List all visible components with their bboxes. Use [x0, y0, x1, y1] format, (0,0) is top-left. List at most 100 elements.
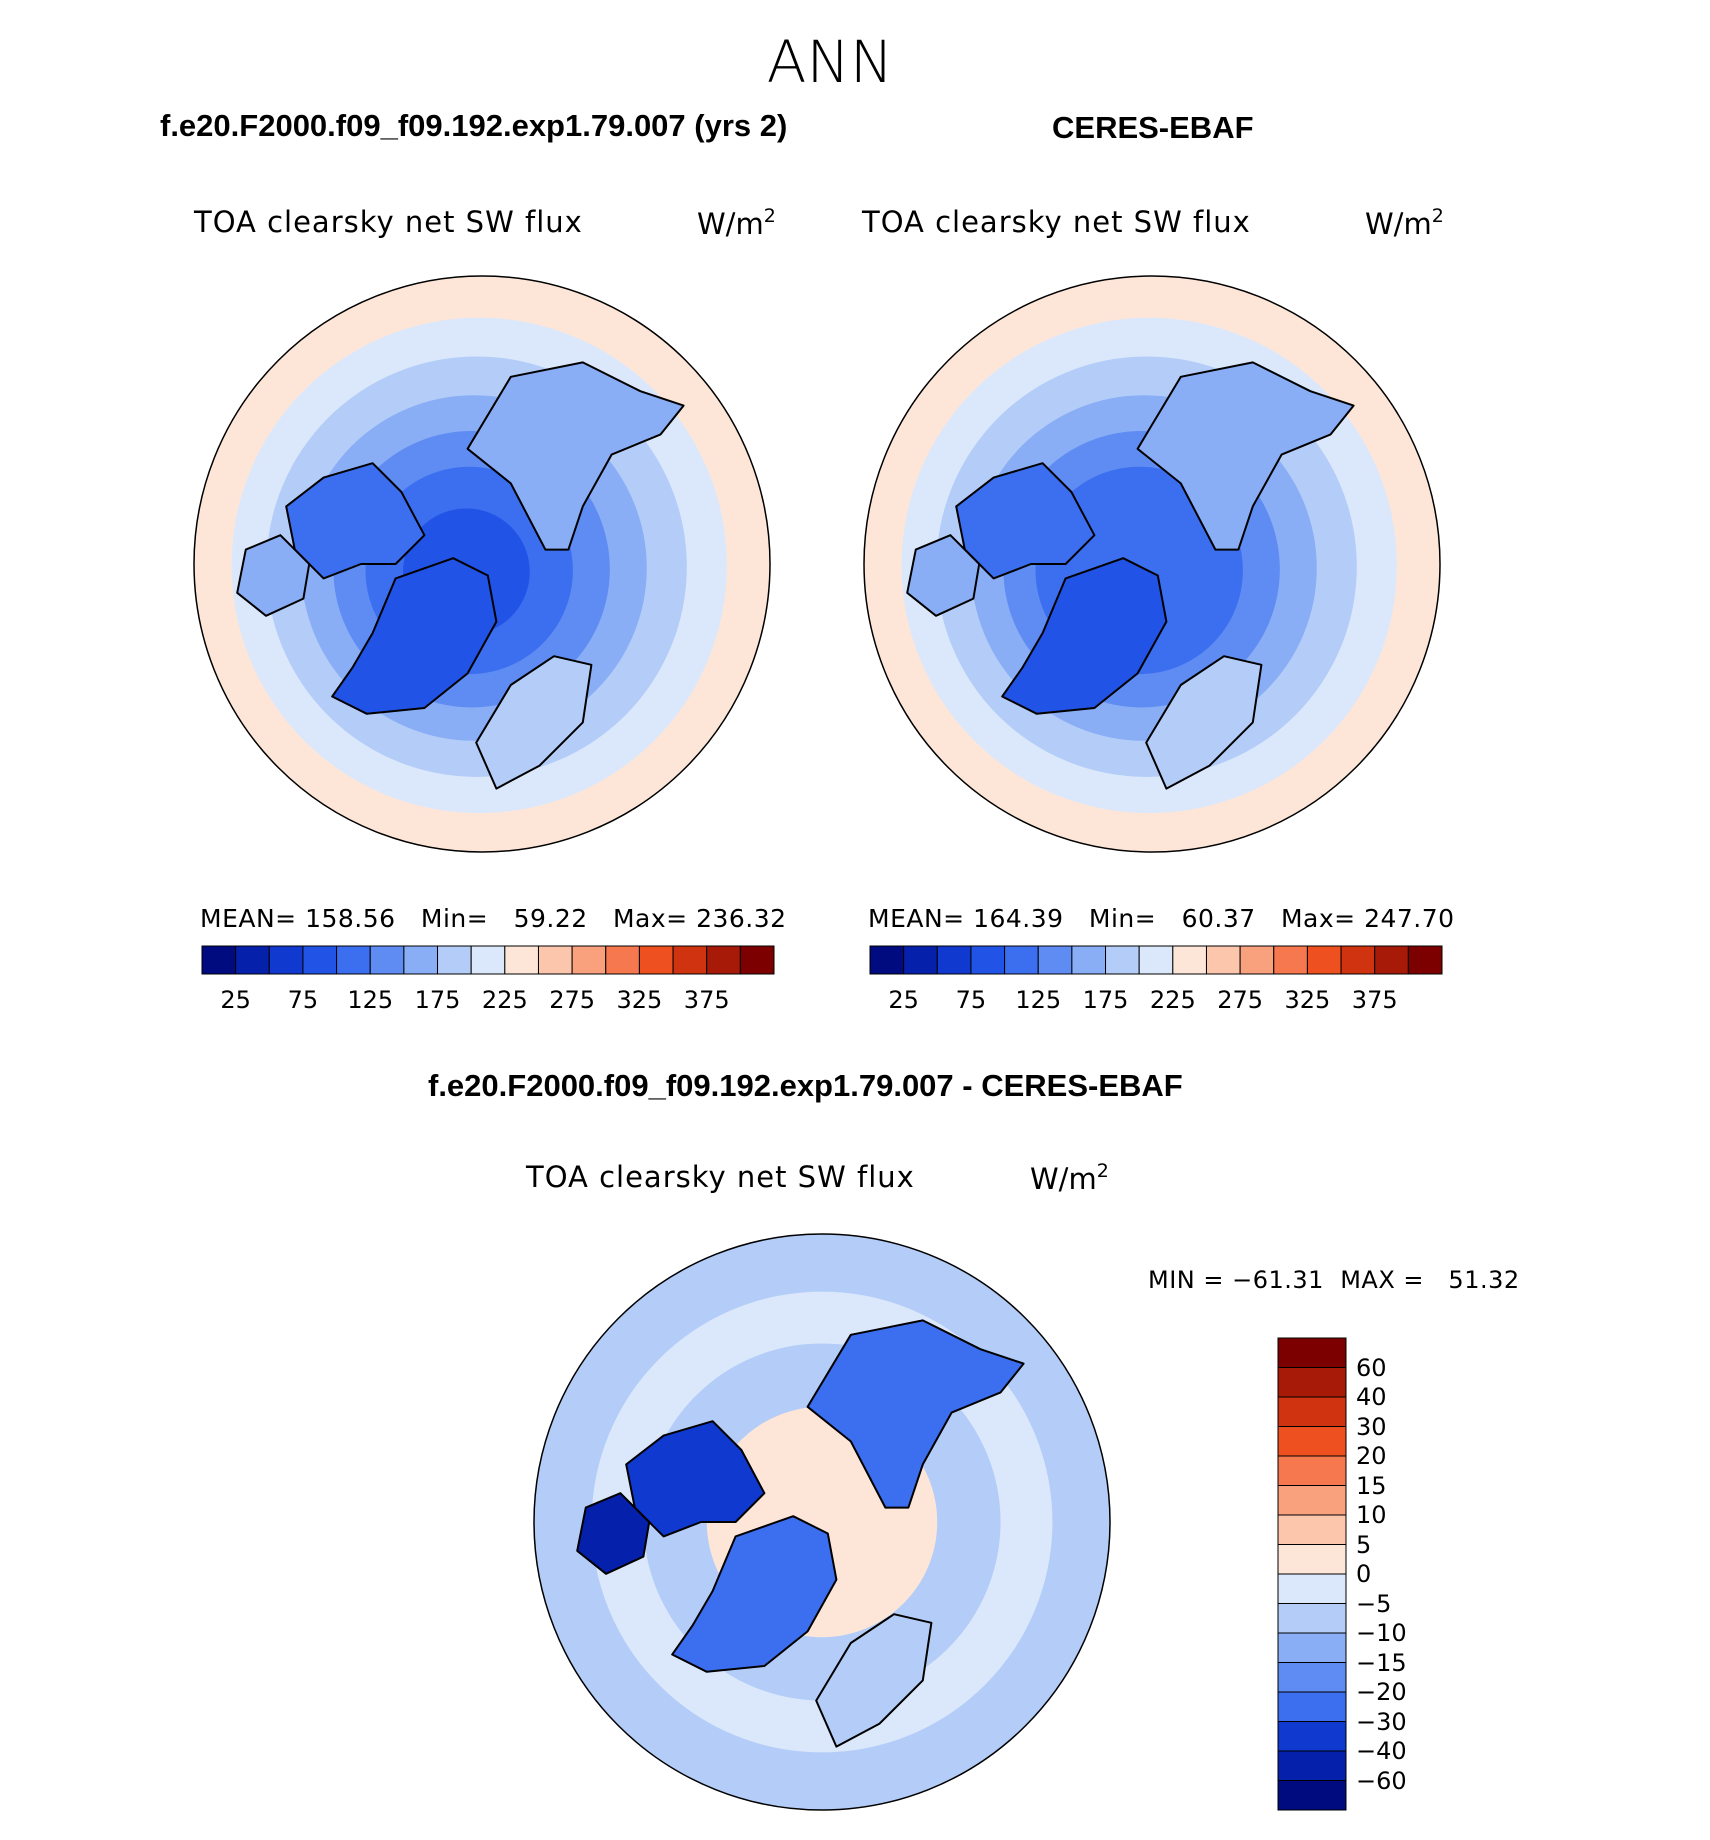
colorbar-tick-label: 175 — [1082, 986, 1129, 1014]
colorbar-swatch — [672, 945, 708, 975]
mean-value: 164.39 — [973, 904, 1064, 933]
colorbar-tick-label: 275 — [1217, 986, 1264, 1014]
panel-diff-variable: TOA clearsky net SW flux — [526, 1160, 915, 1194]
colorbar-tick-label: 275 — [549, 986, 596, 1014]
colorbar-swatch — [605, 945, 640, 975]
colorbar-swatch — [1306, 945, 1342, 975]
colorbar-swatch — [1004, 945, 1039, 975]
colorbar-swatch — [638, 945, 674, 975]
colorbar-swatch — [1273, 945, 1308, 975]
colorbar-tick-label: 0 — [1356, 1560, 1372, 1588]
panel-diff-units: W/m2 — [1030, 1160, 1109, 1196]
colorbar-tick-label: 40 — [1356, 1383, 1387, 1411]
map-outline — [863, 275, 1441, 853]
colorbar-swatch — [1277, 1544, 1347, 1575]
colorbar-swatch — [1407, 945, 1443, 975]
scandinavia-shape — [815, 1613, 933, 1748]
colorbar-tick-label: 125 — [1015, 986, 1062, 1014]
colorbar-swatch — [1277, 1632, 1347, 1663]
colorbar-swatch — [936, 945, 972, 975]
colorbar-tick-label: 225 — [1149, 986, 1196, 1014]
colorbar-tick-label: 175 — [414, 986, 461, 1014]
map-outline — [533, 1233, 1111, 1811]
colorbar-swatch — [1277, 1514, 1347, 1545]
colorbar-swatch — [504, 945, 539, 975]
colorbar-swatch — [1277, 1603, 1347, 1634]
colorbar-tick-label: 375 — [683, 986, 730, 1014]
scandinavia-shape — [1145, 655, 1263, 790]
colorbar-tick-label: 5 — [1356, 1530, 1372, 1559]
colorbar-swatch — [470, 945, 506, 975]
scandinavia-shape — [475, 655, 593, 790]
colorbar-swatch — [1037, 945, 1073, 975]
colorbar-swatch — [1277, 1662, 1347, 1693]
colorbar-swatch — [706, 945, 741, 975]
colorbar-tick-label: −20 — [1356, 1678, 1407, 1706]
panel-obs-stats: MEAN= 164.39 Min= 60.37 Max= 247.70 — [868, 904, 1455, 933]
arctic-archipelago-shape — [625, 1420, 766, 1538]
colorbar-swatch — [1277, 1750, 1347, 1781]
colorbar-swatch — [201, 945, 237, 975]
colorbar-swatch — [403, 945, 439, 975]
panel-model-units: W/m2 — [697, 205, 776, 241]
page-title: ANN — [766, 28, 894, 96]
colorbar-swatch — [1374, 945, 1409, 975]
colorbar-tick-label: 75 — [955, 986, 987, 1014]
colorbar-tick-label: 225 — [481, 986, 528, 1014]
map-difference — [533, 1233, 1111, 1811]
siberia-shape — [1136, 361, 1355, 551]
arctic-archipelago-shape — [285, 462, 426, 580]
colorbar-swatch — [1277, 1691, 1347, 1722]
min-value: 60.37 — [1181, 904, 1256, 933]
greenland-shape — [331, 557, 498, 715]
colorbar-swatch — [235, 945, 270, 975]
min-value: −61.31 — [1232, 1266, 1324, 1294]
colorbar-tick-label: −15 — [1356, 1648, 1407, 1677]
panel-model-stats: MEAN= 158.56 Min= 59.22 Max= 236.32 — [200, 904, 787, 933]
hudson-bay-region-shape — [576, 1492, 651, 1575]
panel-diff-header: f.e20.F2000.f09_f09.192.exp1.79.007 - CE… — [428, 1068, 1183, 1103]
colorbar-tick-label: −5 — [1356, 1589, 1392, 1618]
colorbar-swatch — [1172, 945, 1207, 975]
colorbar-swatch — [336, 945, 371, 975]
max-value: 236.32 — [696, 904, 787, 933]
colorbar-swatch — [1138, 945, 1174, 975]
panel-diff-stats: MIN = −61.31 MAX = 51.32 — [1148, 1266, 1520, 1294]
panel-model-variable: TOA clearsky net SW flux — [194, 205, 583, 239]
colorbar-difference — [1277, 1337, 1347, 1811]
colorbar-swatch — [1277, 1485, 1347, 1516]
colorbar-swatch — [571, 945, 607, 975]
max-value: 247.70 — [1364, 904, 1455, 933]
colorbar-tick-label: −30 — [1356, 1707, 1407, 1736]
colorbar-swatch — [369, 945, 405, 975]
colorbar-tick-label: −40 — [1356, 1737, 1407, 1765]
colorbar-swatch — [1071, 945, 1107, 975]
colorbar-swatch — [302, 945, 338, 975]
siberia-shape — [806, 1319, 1025, 1509]
colorbar-tick-label: 25 — [888, 986, 919, 1014]
colorbar-swatch — [1205, 945, 1241, 975]
panel-obs-units: W/m2 — [1365, 205, 1444, 241]
map-model — [193, 275, 771, 853]
colorbar-swatch — [869, 945, 905, 975]
colorbar-tick-label: −60 — [1356, 1766, 1407, 1795]
colorbar-tick-label: 375 — [1351, 986, 1398, 1014]
colorbar-tick-label: 60 — [1356, 1353, 1387, 1382]
greenland-shape — [671, 1515, 838, 1673]
greenland-shape — [1001, 557, 1168, 715]
colorbar-swatch — [903, 945, 938, 975]
colorbar-tick-label: 75 — [287, 986, 319, 1014]
arctic-archipelago-shape — [955, 462, 1096, 580]
colorbar-swatch — [1277, 1426, 1347, 1457]
map-obs — [863, 275, 1441, 853]
map-outline — [193, 275, 771, 853]
colorbar-swatch — [970, 945, 1006, 975]
panel-model-header: f.e20.F2000.f09_f09.192.exp1.79.007 (yrs… — [160, 108, 788, 143]
colorbar-tick-label: 10 — [1356, 1501, 1387, 1529]
colorbar-tick-label: 20 — [1356, 1442, 1387, 1470]
colorbar-swatch — [1277, 1337, 1347, 1368]
colorbar-model — [201, 945, 775, 975]
colorbar-tick-label: 15 — [1356, 1471, 1387, 1500]
colorbar-swatch — [1277, 1396, 1347, 1427]
colorbar-swatch — [739, 945, 775, 975]
